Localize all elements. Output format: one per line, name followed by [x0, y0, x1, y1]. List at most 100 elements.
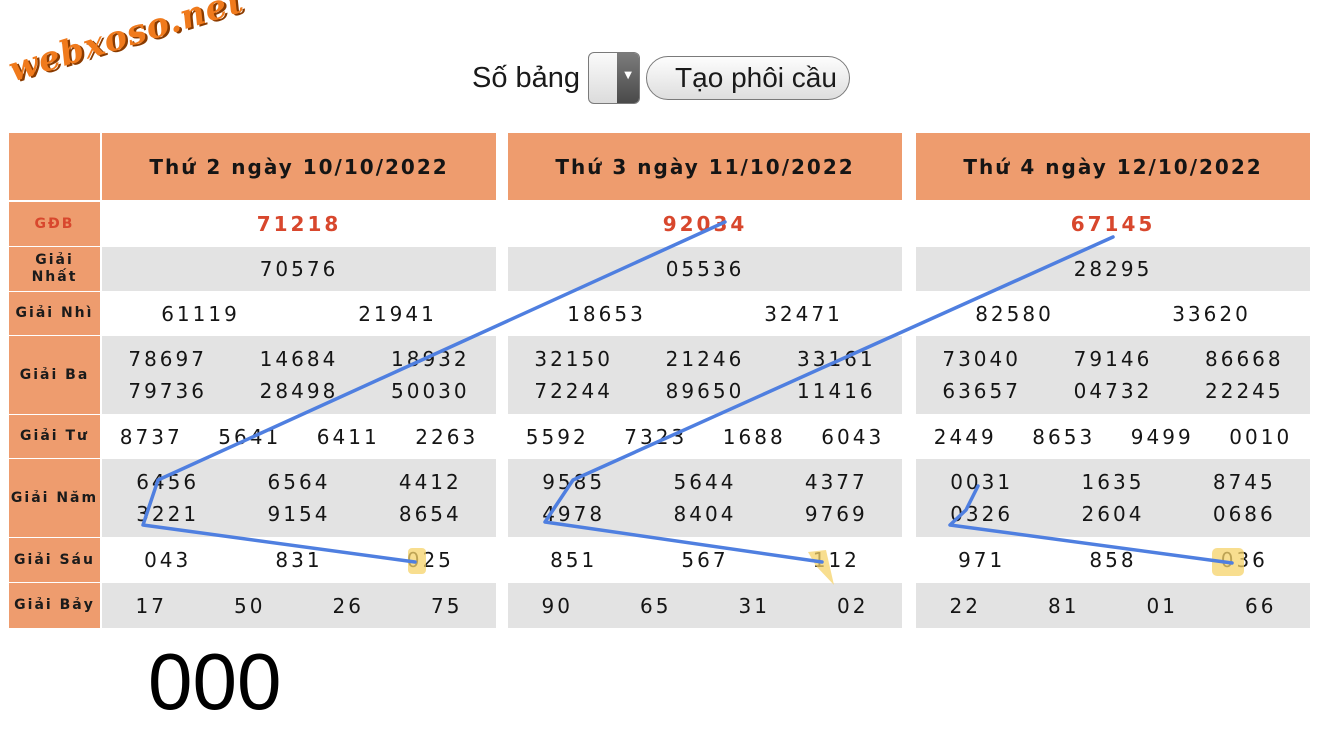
label-bay: Giải Bảy [9, 583, 100, 628]
nhi-value: 21941 [358, 301, 437, 326]
ba-row: 78697 14684 18932 79736 28498 50030 [102, 336, 496, 414]
sau-value: 567 [681, 548, 729, 572]
nhi-row: 61119 21941 [102, 292, 496, 335]
ba-value: 72244 [534, 379, 613, 403]
tu-value: 2263 [415, 424, 479, 449]
ba-value: 04732 [1073, 379, 1153, 403]
nhi-row: 82580 33620 [916, 292, 1310, 335]
table-count-label: Số bảng [472, 61, 581, 94]
bay-row: 22 81 01 66 [916, 583, 1310, 628]
nhi-value: 32471 [764, 301, 843, 326]
bay-value: 02 [837, 593, 869, 618]
gdb-value: 71218 [102, 202, 496, 246]
bay-value: 65 [640, 593, 672, 618]
sau-value: 043 [144, 548, 192, 572]
nam-value: 8745 [1212, 470, 1276, 494]
pattern-line-2 [543, 235, 1115, 564]
bay-value: 17 [135, 593, 167, 618]
bay-value: 66 [1245, 593, 1277, 618]
tu-value: 8653 [1032, 424, 1096, 449]
sau-value: 831 [275, 548, 323, 572]
nam-value: 9154 [267, 502, 331, 526]
bay-value: 22 [949, 593, 981, 618]
nam-row: 9585 5644 4377 4978 8404 9769 [508, 459, 902, 537]
bay-value: 01 [1146, 593, 1178, 618]
tu-value: 9499 [1130, 424, 1194, 449]
nam-value: 6456 [136, 470, 200, 494]
nam-value: 0686 [1212, 502, 1276, 526]
pattern-line-3 [948, 484, 1234, 565]
sau-value: 858 [1089, 548, 1137, 572]
ba-value: 79736 [128, 379, 207, 403]
controls-bar: Số bảng ▼ Tạo phôi cầu [472, 50, 850, 106]
ba-value: 22245 [1205, 379, 1284, 403]
nhat-value: 70576 [102, 247, 496, 291]
annotation-number: 000 [148, 637, 282, 726]
ba-value: 79146 [1073, 347, 1153, 371]
label-sau: Giải Sáu [9, 538, 100, 582]
chevron-down-icon[interactable]: ▼ [617, 53, 640, 103]
nhat-value: 05536 [508, 247, 902, 291]
label-nhat: Giải Nhất [9, 247, 100, 291]
nam-value: 6564 [267, 470, 331, 494]
nam-value: 5644 [673, 470, 737, 494]
ba-row: 32150 21246 33161 72244 89650 11416 [508, 336, 902, 414]
tu-value: 8737 [119, 424, 183, 449]
create-pattern-button[interactable]: Tạo phôi cầu [646, 56, 850, 100]
ba-value: 63657 [942, 379, 1021, 403]
nhat-value: 28295 [916, 247, 1310, 291]
result-table-day-3: Thứ 4 ngày 12/10/2022 67145 28295 82580 … [916, 133, 1310, 628]
bay-value: 31 [738, 593, 770, 618]
ba-value: 89650 [665, 379, 745, 403]
tu-row: 2449 8653 9499 0010 [916, 415, 1310, 458]
nam-row: 6456 6564 4412 3221 9154 8654 [102, 459, 496, 537]
ba-value: 14684 [259, 347, 339, 371]
highlight-mark [808, 550, 834, 585]
ba-row: 73040 79146 86668 63657 04732 22245 [916, 336, 1310, 414]
tu-value: 2449 [933, 424, 997, 449]
tu-row: 8737 5641 6411 2263 [102, 415, 496, 458]
tu-value: 1688 [722, 424, 786, 449]
bay-value: 26 [332, 593, 364, 618]
ba-value: 78697 [128, 347, 207, 371]
ba-value: 11416 [797, 379, 876, 403]
nam-value: 2604 [1081, 502, 1145, 526]
nam-row: 0031 1635 8745 0326 2604 0686 [916, 459, 1310, 537]
bay-value: 90 [541, 593, 573, 618]
bay-value: 81 [1048, 593, 1080, 618]
day-header: Thứ 3 ngày 11/10/2022 [508, 133, 902, 200]
ba-value: 21246 [665, 347, 745, 371]
nam-value: 4412 [398, 470, 462, 494]
label-tu: Giải Tư [9, 415, 100, 458]
bay-value: 50 [234, 593, 266, 618]
day-header: Thứ 4 ngày 12/10/2022 [916, 133, 1310, 200]
nhi-value: 33620 [1172, 301, 1251, 326]
nam-value: 0031 [950, 470, 1014, 494]
tu-value: 6411 [316, 424, 380, 449]
gdb-value: 92034 [508, 202, 902, 246]
nam-value: 1635 [1081, 470, 1145, 494]
bay-row: 90 65 31 02 [508, 583, 902, 628]
nhi-row: 18653 32471 [508, 292, 902, 335]
nam-value: 8654 [398, 502, 462, 526]
ba-value: 28498 [259, 379, 339, 403]
nam-value: 9769 [804, 502, 868, 526]
day-header: Thứ 2 ngày 10/10/2022 [102, 133, 496, 200]
nhi-value: 82580 [975, 301, 1054, 326]
nhi-value: 18653 [567, 301, 646, 326]
tu-value: 5592 [525, 424, 589, 449]
nhi-value: 61119 [161, 301, 240, 326]
table-count-select[interactable]: ▼ [588, 52, 641, 104]
sau-value: 851 [550, 548, 598, 572]
result-table-day-1: Thứ 2 ngày 10/10/2022 71218 70576 61119 … [102, 133, 496, 628]
label-nam: Giải Năm [9, 459, 100, 537]
prize-label-column: GĐB Giải Nhất Giải Nhì Giải Ba Giải Tư G… [9, 133, 100, 628]
sau-value: 971 [958, 548, 1006, 572]
sau-row: 851 567 112 [508, 538, 902, 582]
nam-value: 4377 [804, 470, 868, 494]
pattern-line-1 [141, 220, 727, 564]
label-corner [9, 133, 100, 200]
highlight-mark [408, 548, 426, 574]
ba-value: 50030 [391, 379, 470, 403]
bay-row: 17 50 26 75 [102, 583, 496, 628]
